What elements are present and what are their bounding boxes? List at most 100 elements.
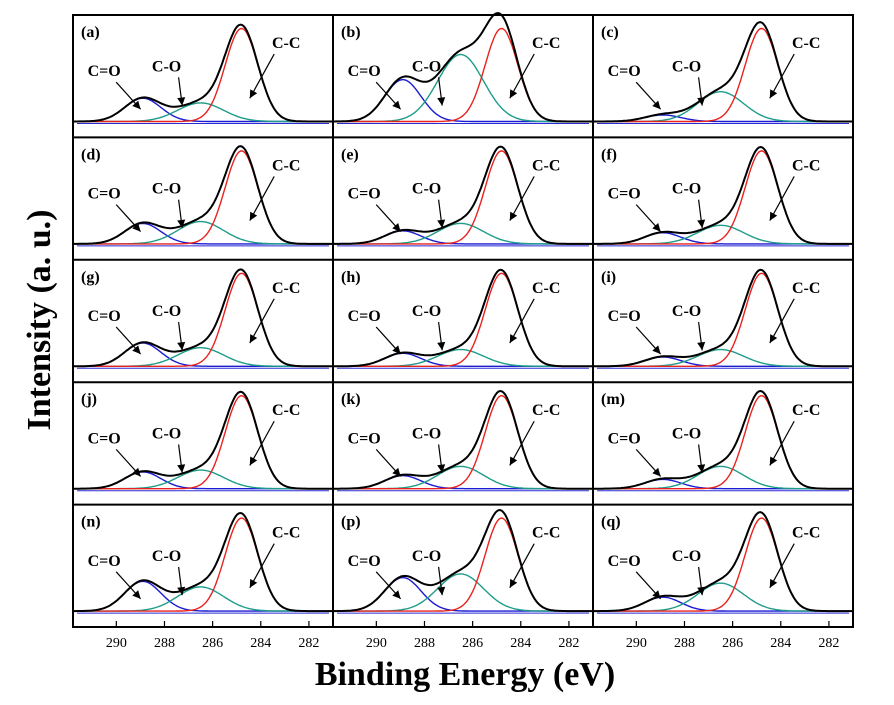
annotation-arrowhead bbox=[132, 590, 141, 599]
x-tick-label: 286 bbox=[722, 636, 743, 651]
envelope-curve bbox=[333, 12, 593, 123]
envelope-curve bbox=[73, 145, 333, 245]
envelope-curve bbox=[333, 145, 593, 245]
peak-label-ceqo: C=O bbox=[608, 430, 641, 447]
panel-label: (b) bbox=[341, 24, 361, 41]
panel-b: (b) C=O C-O C-C bbox=[333, 12, 593, 124]
annotation-arrow bbox=[509, 176, 535, 221]
annotation-arrowhead bbox=[509, 89, 518, 99]
panel-label: (i) bbox=[601, 269, 616, 286]
annotation-arrowhead bbox=[132, 223, 141, 232]
annotation-arrowhead bbox=[769, 89, 778, 99]
panel-k: (k) C=O C-O C-C bbox=[333, 389, 593, 492]
annotation-arrow bbox=[249, 53, 275, 99]
peak-label-ceqo: C=O bbox=[88, 186, 121, 203]
annotation-arrowhead bbox=[437, 464, 446, 473]
annotation-arrowhead bbox=[697, 464, 706, 473]
annotation-arrowhead bbox=[249, 89, 258, 99]
peak-label-ceqo: C=O bbox=[348, 308, 381, 325]
panel-label: (q) bbox=[601, 514, 621, 531]
envelope-curve bbox=[593, 389, 853, 490]
annotation-arrowhead bbox=[437, 219, 446, 228]
plot-frame bbox=[72, 14, 854, 628]
annotation-arrowhead bbox=[392, 223, 401, 232]
panel-g: (g) C=O C-O C-C bbox=[73, 268, 333, 369]
envelope-curve bbox=[73, 23, 333, 123]
x-tick-label: 288 bbox=[414, 636, 435, 651]
y-axis-title: Intensity (a. u.) bbox=[21, 209, 58, 430]
envelope-curve bbox=[73, 390, 333, 490]
peak-label-co: C-O bbox=[152, 58, 181, 75]
peak-label-cc: C-C bbox=[272, 402, 300, 419]
annotation-arrow bbox=[769, 176, 795, 221]
x-tick-label: 286 bbox=[202, 636, 223, 651]
x-tick-label: 288 bbox=[154, 636, 175, 651]
fit-curve-ceqo bbox=[73, 471, 333, 490]
annotation-arrow bbox=[249, 420, 275, 466]
peak-label-ceqo: C=O bbox=[348, 553, 381, 570]
peak-label-co: C-O bbox=[152, 548, 181, 565]
x-tick-label: 290 bbox=[366, 636, 387, 651]
annotation-arrow bbox=[769, 420, 795, 466]
panel-label: (k) bbox=[341, 391, 361, 408]
peak-label-co: C-O bbox=[412, 426, 441, 443]
panel-j: (j) C=O C-O C-C bbox=[73, 390, 333, 492]
panel-label: (h) bbox=[341, 269, 361, 286]
peak-label-ceqo: C=O bbox=[608, 186, 641, 203]
peak-label-co: C-O bbox=[672, 548, 701, 565]
fit-curve-ceqo bbox=[73, 342, 333, 367]
panel-a: (a) C=O C-O C-C bbox=[73, 23, 333, 124]
envelope-curve bbox=[73, 268, 333, 368]
peak-label-cc: C-C bbox=[792, 525, 820, 542]
peak-label-cc: C-C bbox=[792, 280, 820, 297]
peak-label-cc: C-C bbox=[792, 157, 820, 174]
x-tick-label: 282 bbox=[298, 636, 319, 651]
x-tick-label: 284 bbox=[510, 636, 531, 651]
panel-label: (n) bbox=[81, 514, 101, 531]
x-tick-label: 284 bbox=[770, 636, 791, 651]
annotation-arrowhead bbox=[769, 578, 778, 588]
envelope-curve bbox=[593, 268, 853, 368]
peak-label-co: C-O bbox=[412, 548, 441, 565]
x-axis-title: Binding Energy (eV) bbox=[315, 656, 615, 693]
peak-label-co: C-O bbox=[412, 303, 441, 320]
annotation-arrowhead bbox=[392, 590, 401, 599]
annotation-arrowhead bbox=[132, 345, 141, 354]
fit-curve-co bbox=[593, 465, 853, 490]
fit-curve-ceqo bbox=[593, 596, 853, 612]
x-tick-label: 288 bbox=[674, 636, 695, 651]
annotation-arrowhead bbox=[769, 211, 778, 221]
envelope-curve bbox=[333, 268, 593, 368]
annotation-arrowhead bbox=[132, 100, 141, 110]
annotation-arrowhead bbox=[249, 578, 258, 588]
peak-label-co: C-O bbox=[672, 303, 701, 320]
x-tick-label: 290 bbox=[106, 636, 127, 651]
annotation-arrowhead bbox=[177, 219, 186, 228]
annotation-arrowhead bbox=[697, 219, 706, 228]
x-tick-label: 286 bbox=[462, 636, 483, 651]
panel-label: (m) bbox=[601, 391, 625, 408]
fit-curve-co bbox=[73, 102, 333, 123]
annotation-arrowhead bbox=[132, 467, 141, 477]
fit-curve-co bbox=[73, 220, 333, 245]
x-tick-label: 284 bbox=[250, 636, 271, 651]
peak-label-co: C-O bbox=[672, 181, 701, 198]
annotation-arrowhead bbox=[509, 456, 518, 466]
envelope-curve bbox=[333, 389, 593, 490]
peak-label-cc: C-C bbox=[792, 402, 820, 419]
peak-label-ceqo: C=O bbox=[608, 63, 641, 80]
panel-c: (c) C=O C-O C-C bbox=[593, 21, 853, 124]
panel-n: (n) C=O C-O C-C bbox=[73, 511, 333, 614]
peak-label-co: C-O bbox=[412, 58, 441, 75]
annotation-arrow bbox=[769, 543, 795, 589]
peak-label-co: C-O bbox=[152, 426, 181, 443]
annotation-arrowhead bbox=[652, 345, 661, 354]
panel-label: (a) bbox=[81, 24, 100, 41]
annotation-arrowhead bbox=[769, 334, 778, 343]
fit-curve-co bbox=[593, 91, 853, 123]
annotation-arrowhead bbox=[249, 211, 258, 221]
envelope-curve bbox=[593, 511, 853, 613]
peak-label-co: C-O bbox=[412, 181, 441, 198]
panel-m: (m) C=O C-O C-C bbox=[593, 389, 853, 492]
peak-label-ceqo: C=O bbox=[608, 553, 641, 570]
